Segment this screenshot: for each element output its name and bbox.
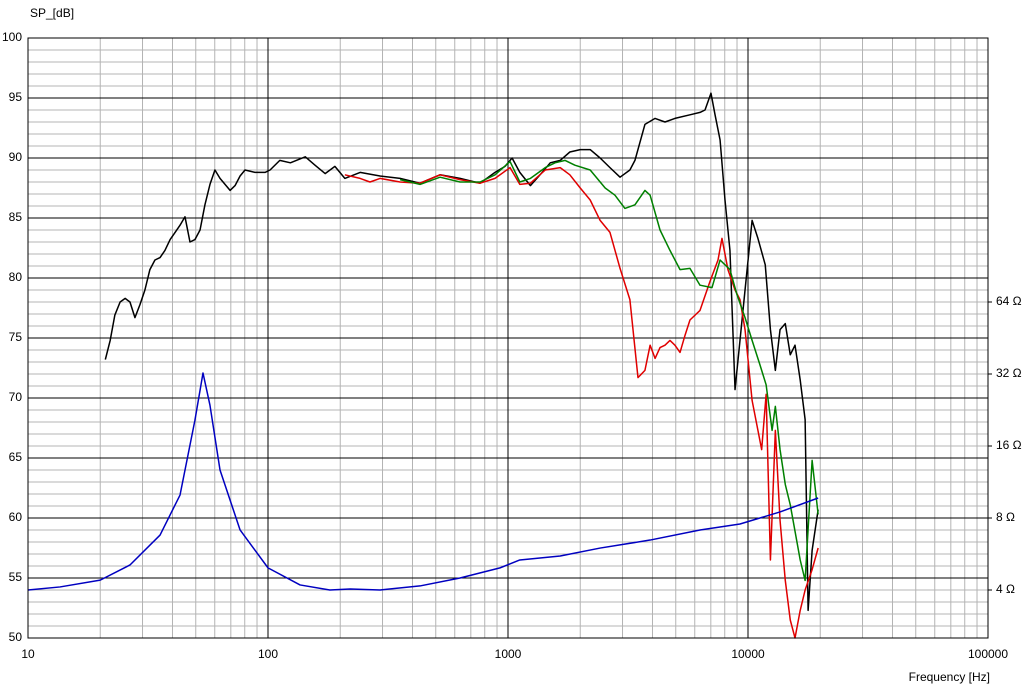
y-tick-label: 65 [9,450,23,464]
x-tick-label: 10000 [731,647,765,661]
y-tick-label: 75 [9,330,23,344]
x-tick-label: 100 [258,647,278,661]
x-tick-label: 100000 [968,647,1008,661]
y2-tick-label: 4 Ω [996,582,1015,596]
y-tick-label: 100 [2,30,22,44]
curves [27,92,819,639]
y-tick-label: 50 [9,630,23,644]
y-tick-label: 80 [9,270,23,284]
curve [27,372,819,591]
y-tick-label: 95 [9,90,23,104]
y2-tick-label: 64 Ω [996,294,1022,308]
y-axis-label: SP_[dB] [30,6,74,20]
y-tick-label: 60 [9,510,23,524]
x-tick-label: 1000 [495,647,522,661]
plot-frame [27,37,989,639]
curve [399,159,819,582]
y2-tick-label: 16 Ω [996,438,1022,452]
grid [27,37,989,639]
y-tick-label: 70 [9,390,23,404]
y-tick-label: 90 [9,150,23,164]
x-axis-label: Frequency [Hz] [909,670,990,684]
curve [344,166,819,639]
y2-tick-label: 32 Ω [996,366,1022,380]
x-tick-label: 10 [21,647,35,661]
y2-tick-label: 8 Ω [996,510,1015,524]
y-tick-label: 55 [9,570,23,584]
y-tick-label: 85 [9,210,23,224]
